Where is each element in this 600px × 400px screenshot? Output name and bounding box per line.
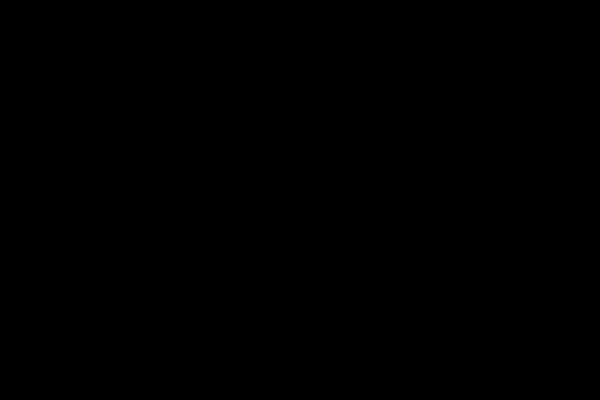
word-cloud [0, 0, 600, 400]
